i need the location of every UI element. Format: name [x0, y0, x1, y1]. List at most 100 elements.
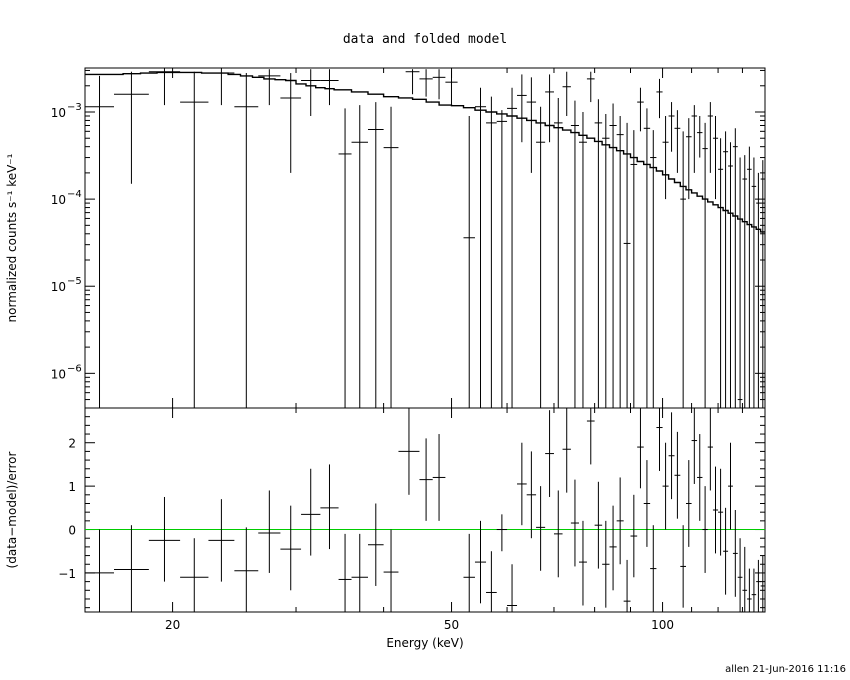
spectrum-point: [320, 69, 339, 106]
spectrum-point: [579, 112, 587, 408]
spectrum-point: [545, 74, 554, 143]
spectrum-point: [486, 96, 497, 408]
spectrum-point: [496, 110, 508, 408]
residual-point: [579, 520, 587, 606]
residual-point: [398, 408, 420, 495]
x-tick-labels: 20 50 100: [165, 618, 674, 632]
spectrum-point: [697, 115, 703, 158]
residual-point: [338, 533, 352, 612]
spectrum-point: [616, 115, 624, 408]
spectrum-point: [732, 128, 738, 408]
spectrum-point: [405, 69, 420, 95]
residual-point: [351, 533, 368, 612]
residual-point: [760, 555, 765, 612]
y-tick-label: 10: [51, 193, 66, 207]
spectrum-point: [691, 105, 698, 173]
residual-y-tick-labels: 2 1 0 −1: [58, 437, 76, 581]
residual-point: [616, 477, 624, 565]
residual-point: [463, 533, 475, 612]
residual-point: [680, 525, 686, 608]
residual-point: [383, 529, 399, 612]
residual-point: [208, 499, 235, 582]
y-tick-label: 10: [51, 280, 66, 294]
spectrum-point: [712, 115, 719, 200]
y-tick-label: 10: [51, 106, 66, 120]
residual-point: [643, 460, 651, 547]
spectrum-point: [718, 138, 724, 408]
y-tick-label: −1: [58, 567, 76, 581]
residual-point: [718, 468, 724, 556]
spectrum-point: [474, 87, 487, 408]
model-step-line: [85, 71, 765, 233]
spectrum-point: [536, 106, 546, 408]
residual-point: [594, 481, 603, 569]
residual-point: [526, 451, 537, 539]
residual-point: [517, 442, 527, 526]
spectrum-point: [258, 69, 281, 106]
spectrum-point: [570, 100, 580, 408]
y-tick-label-exponent: −3: [67, 102, 82, 113]
spectrum-point: [747, 146, 752, 408]
spectrum-point: [630, 130, 638, 408]
residual-point: [637, 408, 644, 489]
residual-point: [320, 464, 339, 550]
spectrum-point: [702, 122, 708, 408]
spectrum-point: [280, 73, 302, 173]
residual-y-axis-label: (data−model)/error: [5, 451, 19, 568]
residual-point: [609, 505, 617, 591]
residual-point: [432, 434, 446, 521]
spectrum-point: [668, 102, 675, 152]
residual-point: [602, 520, 610, 608]
spectrum-point: [650, 130, 657, 408]
spectrum-point: [586, 71, 595, 103]
spectrum-point: [148, 68, 181, 106]
spectrum-point: [463, 115, 475, 408]
spectrum-y-tick-labels: 10−310−410−510−6: [51, 102, 82, 381]
residual-point: [751, 568, 757, 612]
spectrum-point: [517, 74, 527, 143]
spectrum-point: [685, 118, 692, 200]
residual-point: [85, 529, 115, 612]
residual-point: [474, 520, 487, 604]
spectrum-point: [507, 87, 518, 408]
spectrum-point: [602, 113, 610, 408]
residual-point: [732, 510, 738, 597]
spectrum-point: [301, 69, 321, 116]
spectrum-point: [760, 160, 765, 408]
residual-point: [737, 538, 743, 612]
x-tick-label: 100: [651, 618, 674, 632]
y-tick-label: 0: [68, 524, 76, 538]
chart-title: data and folded model: [343, 32, 507, 47]
spectrum-data-points: [85, 68, 765, 408]
spectrum-point: [737, 157, 743, 408]
residual-panel-frame: [84, 407, 766, 613]
spectrum-point: [526, 77, 537, 173]
residual-point: [697, 434, 703, 521]
spectrum-point: [742, 155, 748, 408]
y-tick-label-exponent: −6: [67, 363, 82, 374]
residual-point: [570, 479, 580, 567]
spectrum-point: [594, 99, 603, 408]
spectrum-point: [756, 172, 761, 408]
residual-point: [114, 525, 149, 612]
x-tick-label: 50: [444, 618, 459, 632]
residual-point: [258, 490, 281, 573]
y-tick-label: 10: [51, 367, 66, 381]
residual-point: [419, 438, 433, 521]
residual-point: [691, 408, 698, 484]
residual-point: [367, 503, 384, 586]
spectrum-point: [707, 102, 713, 173]
residual-point: [234, 527, 259, 612]
residual-data-points: [85, 408, 765, 612]
spectrum-point: [234, 73, 259, 408]
residual-point: [662, 442, 669, 530]
spectrum-point: [114, 71, 149, 184]
residual-point: [668, 412, 675, 500]
residual-point: [553, 490, 563, 578]
spectrum-point: [367, 102, 384, 408]
x-axis-label: Energy (keV): [386, 636, 463, 650]
spectrum-point: [445, 70, 458, 106]
residual-point: [702, 486, 708, 573]
spectrum-point: [609, 103, 617, 408]
